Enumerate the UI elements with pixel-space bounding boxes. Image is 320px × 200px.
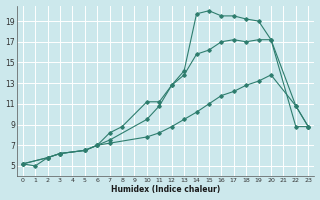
X-axis label: Humidex (Indice chaleur): Humidex (Indice chaleur) [111, 185, 220, 194]
